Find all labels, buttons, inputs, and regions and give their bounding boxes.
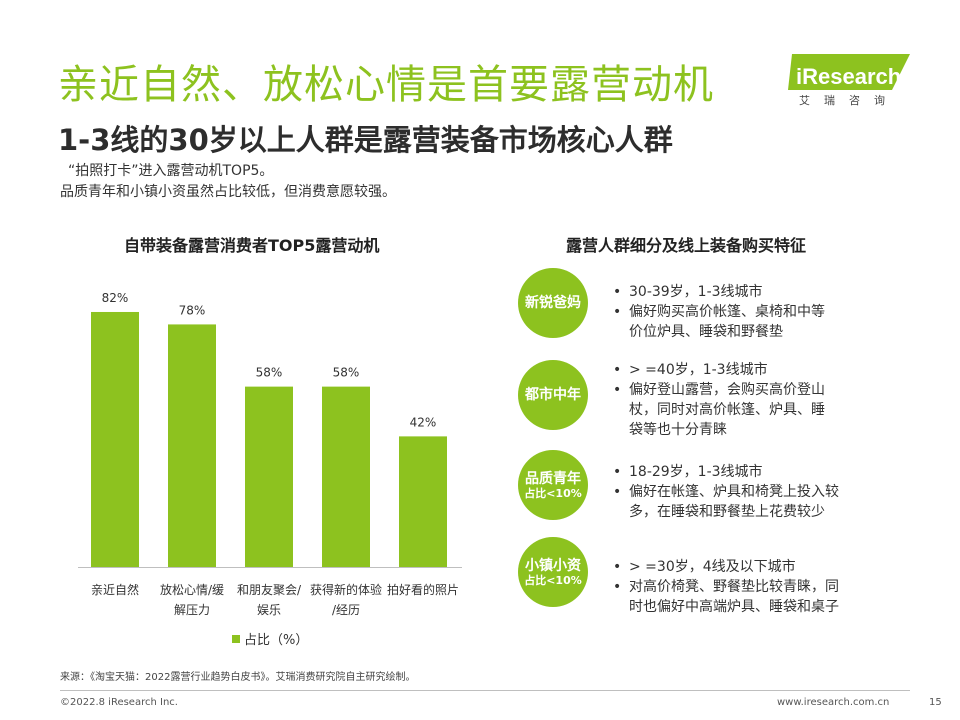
source-note: 来源：《淘宝天猫：2022露营行业趋势白皮书》。艾瑞消费研究院自主研究绘制。 [60, 672, 416, 683]
x-tick-label: 和朋友聚会/ [237, 583, 302, 597]
segment-bullet: 18-29岁，1-3线城市 [613, 462, 839, 482]
bullet-text-line: 偏好购买高价帐篷、桌椅和中等 [629, 304, 825, 320]
intro-line: 品质青年和小镇小资虽然占比较低，但消费意愿较强。 [60, 184, 396, 200]
segment-circle: 新锐爸妈 [518, 268, 588, 338]
segment-circle: 都市中年 [518, 360, 588, 430]
bullet-text-line: 18-29岁，1-3线城市 [629, 464, 763, 480]
segment-name: 小镇小资 [525, 557, 581, 574]
iresearch-logo: iResearch 艾瑞咨询 [788, 52, 910, 112]
bar [91, 311, 139, 567]
bullet-text-line: 偏好在帐篷、炉具和椅凳上投入较 [629, 484, 839, 500]
bar [245, 386, 293, 567]
segment-name: 品质青年 [525, 470, 581, 487]
data-label: 42% [410, 415, 437, 429]
page-number: 15 [929, 697, 942, 708]
intro-line: “拍照打卡”进入露营动机TOP5。 [68, 163, 274, 179]
bullet-text-line: 时也偏好中高端炉具、睡袋和桌子 [629, 599, 839, 615]
segments-title: 露营人群细分及线上装备购买特征 [566, 236, 807, 255]
logo-text: iResearch [796, 64, 902, 89]
logo-shape-icon [788, 54, 910, 90]
segment-share-note: 占比<10% [524, 486, 582, 500]
bullet-text-line: 30-39岁，1-3线城市 [629, 284, 763, 300]
bullet-text-line: > =30岁，4线及以下城市 [629, 559, 796, 575]
bar [399, 436, 447, 567]
bullet-text-line: 袋等也十分青睐 [629, 422, 727, 438]
bullet-text-line: 多，在睡袋和野餐垫上花费较少 [629, 504, 825, 520]
segment-bullet: > =30岁，4线及以下城市 [613, 557, 839, 577]
data-label: 82% [102, 291, 129, 305]
segment-bullets: > =30岁，4线及以下城市对高价椅凳、野餐垫比较青睐，同时也偏好中高端炉具、睡… [613, 557, 839, 617]
segment-circle: 品质青年 占比<10% [518, 450, 588, 520]
segment-bullet: > =40岁，1-3线城市 [613, 360, 825, 380]
logo-subtext: 艾瑞咨询 [799, 94, 899, 107]
bullet-text-line: 价位炉具、睡袋和野餐垫 [629, 324, 783, 340]
x-tick-label: 拍好看的照片 [387, 582, 459, 597]
page-title: 亲近自然、放松心情是首要露营动机 [58, 62, 714, 108]
data-label: 58% [333, 366, 360, 380]
page-subtitle: 1-3线的30岁以上人群是露营装备市场核心人群 [58, 123, 673, 157]
bullet-text-line: > =40岁，1-3线城市 [629, 362, 768, 378]
chart-title: 自带装备露营消费者TOP5露营动机 [124, 236, 380, 255]
segment-name: 新锐爸妈 [525, 295, 581, 311]
footer-url: www.iresearch.com.cn [777, 697, 890, 708]
segment-bullets: 18-29岁，1-3线城市偏好在帐篷、炉具和椅凳上投入较多，在睡袋和野餐垫上花费… [613, 462, 839, 522]
data-label: 58% [256, 366, 283, 380]
chart-legend: 占比（%） [232, 629, 308, 648]
x-tick-label: 解压力 [174, 603, 210, 617]
x-tick-label: 娱乐 [257, 603, 281, 617]
bullet-text-line: 杖，同时对高价帐篷、炉具、睡 [629, 402, 825, 418]
segment-bullet: 30-39岁，1-3线城市 [613, 282, 825, 302]
legend-swatch [232, 635, 240, 643]
data-label: 78% [179, 303, 206, 317]
bullet-text-line: 对高价椅凳、野餐垫比较青睐，同 [629, 579, 839, 595]
intro-text: “拍照打卡”进入露营动机TOP5。 品质青年和小镇小资虽然占比较低，但消费意愿较… [60, 161, 396, 203]
bar [168, 324, 216, 567]
x-tick-label: /经历 [332, 603, 360, 617]
bar [322, 386, 370, 567]
footer-divider [60, 690, 910, 691]
copyright: ©2022.8 iResearch Inc. [60, 697, 178, 708]
segment-bullets: > =40岁，1-3线城市偏好登山露营，会购买高价登山杖，同时对高价帐篷、炉具、… [613, 360, 825, 440]
legend-label: 占比（%） [244, 633, 309, 648]
segment-circle: 小镇小资 占比<10% [518, 537, 588, 607]
x-tick-label: 亲近自然 [91, 582, 139, 597]
bullet-text-line: 偏好登山露营，会购买高价登山 [629, 382, 825, 398]
segment-name: 都市中年 [525, 387, 581, 403]
x-tick-label: 放松心情/缓 [160, 582, 224, 597]
segment-share-note: 占比<10% [524, 573, 582, 587]
x-tick-label: 获得新的体验 [310, 582, 382, 597]
